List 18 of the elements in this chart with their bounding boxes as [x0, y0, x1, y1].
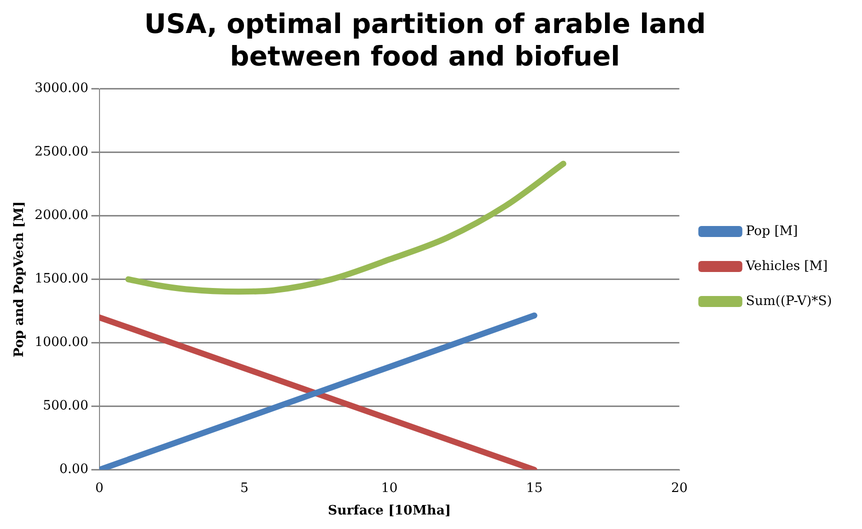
y-tick-label: 2000.00	[34, 208, 88, 224]
y-tick-label: 0.00	[59, 462, 88, 478]
x-tick-label: 20	[671, 480, 688, 496]
y-axis-title: Pop and PopVech [M]	[12, 201, 28, 358]
x-tick-label: 5	[240, 480, 248, 496]
y-tick-label: 2500.00	[34, 144, 88, 160]
y-tick-label: 1000.00	[34, 335, 88, 350]
x-axis-title: Surface [10Mha]	[328, 504, 451, 519]
y-tick-label: 3000.00	[34, 81, 88, 96]
y-tick-label: 1500.00	[34, 272, 88, 287]
legend-label: Sum((P-V)*S)	[746, 294, 832, 309]
x-tick-label: 0	[95, 480, 104, 496]
legend-label: Pop [M]	[746, 224, 798, 239]
chart-title: USA, optimal partition of arable land between food and biofuel	[144, 9, 706, 73]
x-tick-label: 15	[526, 480, 543, 496]
x-tick-label: 10	[381, 480, 398, 496]
legend-label: Vehicles [M]	[744, 258, 828, 274]
y-tick-label: 500.00	[42, 398, 88, 414]
